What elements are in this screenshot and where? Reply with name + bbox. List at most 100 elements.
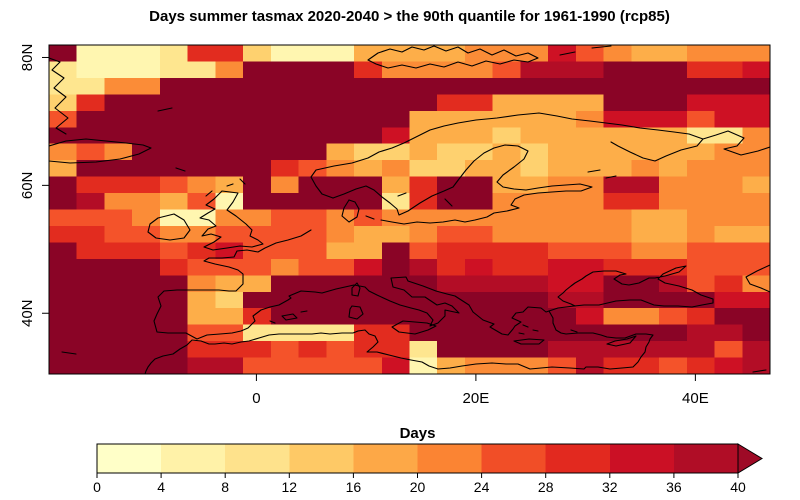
grid-cell bbox=[575, 193, 605, 211]
grid-cell bbox=[159, 291, 189, 309]
grid-cell bbox=[575, 77, 605, 95]
grid-cell bbox=[298, 258, 327, 276]
grid-cell bbox=[520, 193, 549, 211]
grid-cell bbox=[298, 324, 327, 342]
grid-cell bbox=[298, 45, 327, 63]
grid-cell bbox=[104, 61, 133, 79]
grid-cell bbox=[548, 258, 577, 276]
colorbar-segment bbox=[353, 444, 418, 473]
grid-cell bbox=[548, 127, 577, 145]
grid-cell bbox=[104, 242, 133, 260]
grid-cell bbox=[326, 176, 355, 194]
map-grid bbox=[49, 45, 771, 375]
grid-cell bbox=[49, 242, 78, 260]
grid-cell bbox=[326, 110, 355, 128]
colorbar-segment bbox=[97, 444, 162, 473]
grid-cell bbox=[492, 258, 522, 276]
grid-cell bbox=[270, 275, 300, 293]
grid-cell bbox=[603, 225, 632, 243]
grid-cell bbox=[464, 77, 494, 95]
grid-cell bbox=[270, 176, 300, 194]
grid-cell bbox=[326, 77, 355, 95]
x-axis-tick-label: 20E bbox=[463, 390, 490, 407]
grid-cell bbox=[298, 341, 327, 359]
coastline-path bbox=[205, 190, 213, 197]
grid-cell bbox=[686, 45, 716, 63]
grid-cell bbox=[492, 275, 522, 293]
grid-cell bbox=[659, 291, 688, 309]
grid-cell bbox=[575, 209, 605, 227]
grid-cell bbox=[104, 324, 133, 342]
grid-cell bbox=[492, 324, 522, 342]
grid-cell bbox=[298, 209, 327, 227]
coastline-path bbox=[752, 369, 767, 373]
grid-cell bbox=[270, 61, 300, 79]
grid-cell bbox=[603, 209, 632, 227]
grid-cell bbox=[326, 143, 355, 161]
grid-cell bbox=[298, 160, 327, 178]
grid-cell bbox=[187, 127, 216, 145]
grid-cell bbox=[104, 308, 133, 326]
grid-cell bbox=[354, 193, 383, 211]
grid-cell bbox=[464, 291, 494, 309]
grid-cell bbox=[215, 143, 244, 161]
grid-cell bbox=[659, 160, 688, 178]
grid-cell bbox=[714, 275, 743, 293]
grid-cell bbox=[520, 308, 549, 326]
grid-cell bbox=[243, 110, 272, 128]
grid-cell bbox=[464, 193, 494, 211]
grid-cell bbox=[714, 193, 743, 211]
grid-cell bbox=[243, 242, 272, 260]
grid-cell bbox=[659, 143, 688, 161]
grid-cell bbox=[548, 357, 577, 375]
grid-cell bbox=[187, 341, 216, 359]
grid-cell bbox=[548, 341, 577, 359]
grid-cell bbox=[298, 77, 327, 95]
grid-cell bbox=[714, 341, 743, 359]
grid-cell bbox=[714, 61, 743, 79]
grid-cell bbox=[659, 324, 688, 342]
grid-cell bbox=[159, 61, 189, 79]
grid-cell bbox=[437, 357, 466, 375]
grid-cell bbox=[686, 225, 716, 243]
grid-cell bbox=[742, 61, 771, 79]
grid-cell bbox=[243, 225, 272, 243]
grid-cell bbox=[686, 341, 716, 359]
grid-cell bbox=[492, 143, 522, 161]
y-axis-tick-label: 80N bbox=[19, 44, 36, 72]
grid-cell bbox=[631, 275, 660, 293]
grid-cell bbox=[603, 143, 632, 161]
grid-cell bbox=[631, 242, 660, 260]
grid-cell bbox=[603, 357, 632, 375]
grid-cell bbox=[714, 160, 743, 178]
grid-cell bbox=[187, 258, 216, 276]
grid-cell bbox=[659, 308, 688, 326]
grid-cell bbox=[354, 176, 383, 194]
grid-cell bbox=[492, 291, 522, 309]
coastline-path bbox=[153, 229, 714, 340]
grid-cell bbox=[686, 61, 716, 79]
grid-cell bbox=[437, 225, 466, 243]
grid-cell bbox=[464, 275, 494, 293]
grid-cell bbox=[326, 291, 355, 309]
coastline-path bbox=[226, 183, 234, 187]
grid-cell bbox=[354, 94, 383, 112]
grid-cell bbox=[381, 341, 411, 359]
grid-cell bbox=[49, 176, 78, 194]
grid-cell bbox=[76, 242, 106, 260]
grid-cell bbox=[49, 193, 78, 211]
grid-cell bbox=[132, 61, 161, 79]
grid-cell bbox=[659, 258, 688, 276]
grid-cell bbox=[243, 275, 272, 293]
grid-cell bbox=[742, 77, 771, 95]
grid-cell bbox=[603, 110, 632, 128]
grid-cell bbox=[215, 45, 244, 63]
coastline-path bbox=[300, 310, 308, 313]
grid-cell bbox=[354, 61, 383, 79]
grid-cell bbox=[104, 176, 133, 194]
grid-cell bbox=[354, 341, 383, 359]
grid-cell bbox=[76, 357, 106, 375]
grid-cell bbox=[575, 94, 605, 112]
grid-cell bbox=[742, 275, 771, 293]
grid-cell bbox=[243, 258, 272, 276]
